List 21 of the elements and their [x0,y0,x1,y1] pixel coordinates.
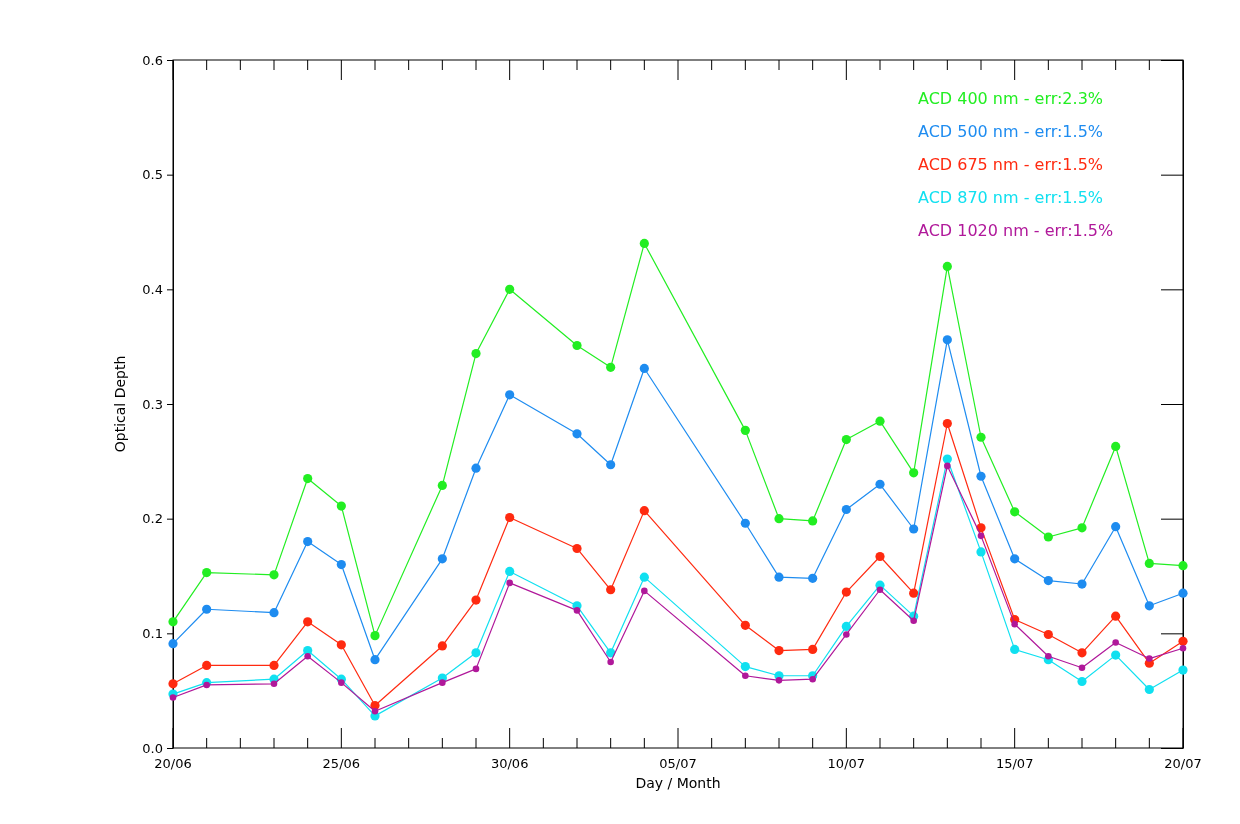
x-tick-label: 30/06 [490,756,529,771]
text: ACD 1020 nm - err:1.5% [918,221,1114,240]
y-axis-title: Optical Depth [112,355,128,453]
y-tick-label: 0.6 [142,52,163,68]
x-tick-label: 25/06 [322,756,361,771]
x-tick-label: 20/07 [1164,756,1202,771]
y-tick-label: 0.2 [142,511,163,527]
text: ACD 870 nm - err:1.5% [918,188,1104,207]
text: ACD 400 nm - err:2.3% [918,89,1104,108]
x-tick-label: 15/07 [995,756,1034,771]
x-tick-label: 20/06 [154,756,192,771]
y-tick-label: 0.0 [142,740,163,756]
x-axis-title: Day / Month [635,775,721,791]
text: ACD 675 nm - err:1.5% [918,155,1104,174]
x-tick-label: 05/07 [659,756,697,771]
y-tick-label: 0.4 [142,281,163,297]
y-tick-label: 0.1 [142,625,163,641]
y-tick-label: 0.3 [142,396,163,412]
y-tick-label: 0.5 [142,167,163,183]
x-tick-label: 10/07 [827,756,866,771]
text: ACD 500 nm - err:1.5% [918,122,1104,141]
